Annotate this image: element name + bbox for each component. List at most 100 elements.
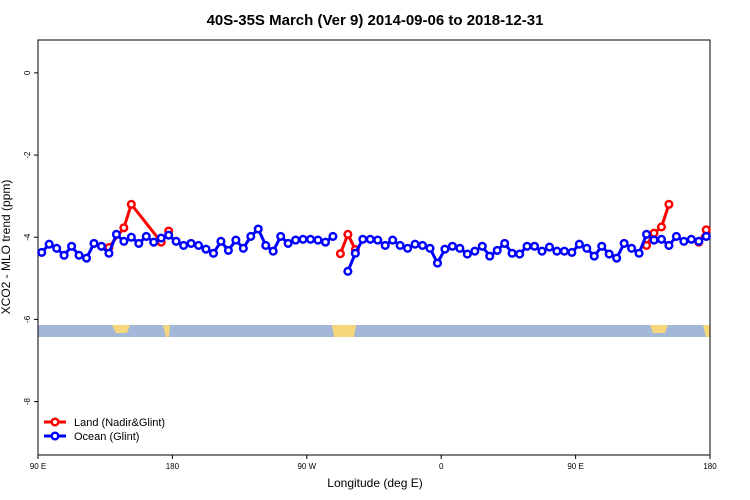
point (96, 241, 107, 251)
point (529, 241, 540, 251)
point (111, 229, 121, 239)
point (388, 235, 398, 245)
plot-frame (37, 39, 711, 456)
point (425, 243, 435, 253)
point (395, 240, 405, 250)
point (343, 229, 353, 239)
point (664, 199, 674, 209)
point (477, 241, 487, 251)
point (261, 240, 271, 250)
x-tick-label: 90 E (567, 462, 583, 471)
y-tick-label: -6 (23, 315, 32, 323)
point (612, 253, 622, 263)
x-tick-label: 180 (166, 462, 180, 471)
point (37, 247, 47, 257)
point (537, 246, 547, 256)
point (223, 245, 233, 255)
point (656, 234, 667, 244)
point (634, 248, 644, 258)
point (81, 253, 92, 263)
point (119, 236, 129, 246)
point (320, 237, 331, 247)
point (679, 236, 689, 246)
point (582, 243, 592, 253)
point (455, 243, 465, 253)
point (305, 234, 316, 244)
point (604, 249, 614, 259)
point (313, 235, 323, 245)
point (574, 239, 584, 249)
point (380, 240, 390, 250)
series-line (40, 226, 708, 272)
point (641, 229, 652, 239)
point (567, 247, 577, 257)
point (447, 241, 457, 251)
point (649, 228, 659, 238)
point (671, 231, 681, 241)
point (515, 249, 525, 259)
point (156, 233, 166, 243)
legend-label: Ocean (Glint) (74, 431, 139, 443)
point (74, 250, 84, 260)
point (627, 243, 637, 253)
point (216, 236, 226, 246)
point (365, 234, 375, 244)
point (373, 235, 383, 245)
point (67, 241, 77, 251)
point (89, 238, 99, 248)
point (238, 243, 248, 253)
point (656, 222, 667, 232)
point (246, 231, 256, 241)
point (104, 248, 114, 258)
point (649, 235, 659, 245)
legend-marker (50, 417, 60, 427)
point (253, 224, 263, 234)
y-tick-label: -4 (23, 233, 32, 241)
point (298, 234, 308, 244)
point (701, 231, 711, 241)
legend-marker (50, 431, 60, 441)
point (231, 235, 241, 245)
point (440, 244, 450, 254)
point (126, 199, 136, 209)
point (403, 243, 413, 253)
point (500, 238, 510, 248)
point (358, 234, 368, 244)
point (552, 246, 562, 256)
point (119, 223, 129, 233)
point (141, 231, 151, 241)
land-strip (38, 325, 710, 337)
point (559, 246, 569, 256)
point (134, 238, 144, 248)
point (522, 241, 532, 251)
point (179, 240, 189, 250)
point (164, 230, 174, 240)
point (201, 244, 211, 254)
point (410, 239, 420, 249)
point (171, 236, 181, 246)
point (44, 239, 54, 249)
x-tick-label: 0 (439, 462, 444, 471)
legend-label: Land (Nadir&Glint) (74, 417, 165, 429)
x-tick-label: 90 E (30, 462, 46, 471)
x-axis-label: Longitude (deg E) (327, 476, 422, 490)
x-tick-label: 180 (703, 462, 717, 471)
y-tick-label: 0 (23, 70, 32, 75)
point (350, 248, 360, 258)
point (291, 235, 301, 245)
point (462, 249, 472, 259)
point (485, 251, 495, 261)
point (343, 266, 353, 276)
point (664, 240, 674, 250)
point (186, 238, 196, 248)
point (507, 248, 517, 258)
point (208, 248, 219, 258)
point (149, 237, 159, 247)
point (52, 243, 62, 253)
point (694, 236, 704, 246)
y-tick-label: -2 (23, 151, 32, 159)
x-tick-label: 90 W (297, 462, 316, 471)
point (328, 231, 338, 241)
point (597, 241, 607, 251)
